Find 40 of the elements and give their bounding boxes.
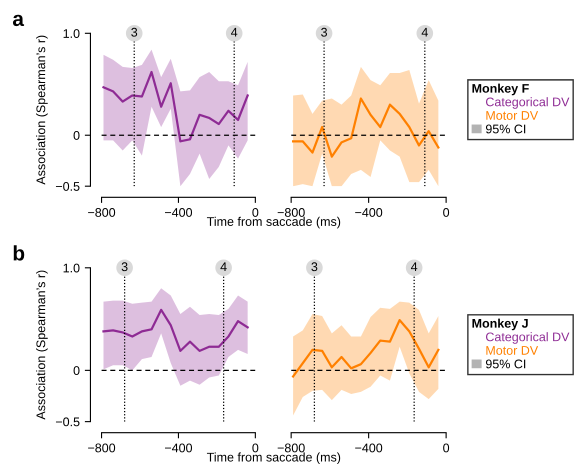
annotation: 4: [410, 262, 418, 272]
x-tick-label: −800: [88, 443, 116, 452]
text: 95% CI: [486, 360, 526, 368]
y-tick-label: 0: [74, 131, 80, 140]
annotation: 4: [231, 28, 238, 37]
x-axis-title: Time from saccade (ms): [206, 452, 340, 464]
x-tick-label: −400: [164, 443, 192, 452]
annotation: 3: [321, 28, 328, 37]
y-tick-label: 1.0: [64, 29, 80, 38]
y-tick-label: −0.5: [56, 182, 80, 191]
annotation: 4: [220, 262, 227, 272]
x-tick-label: 0: [443, 443, 450, 452]
chart-title: b: [14, 245, 24, 261]
text: Categorical DV: [486, 97, 570, 109]
annotation: 3: [122, 262, 128, 272]
annotation: 3: [131, 28, 138, 37]
chart-title: a: [12, 14, 24, 26]
x-tick-label: −400: [355, 443, 382, 452]
y-tick-label: −0.5: [56, 417, 80, 426]
x-tick-label: −400: [355, 208, 382, 217]
y-tick-label: 1.0: [64, 264, 80, 272]
x-axis-title: Time from saccade (ms): [206, 216, 340, 228]
y-axis-title: Association (Spearman’s r): [36, 36, 48, 185]
text: Motor DV: [486, 346, 538, 355]
text: Motor DV: [486, 111, 538, 120]
text: Categorical DV: [486, 332, 570, 344]
x-tick-label: 0: [252, 443, 258, 452]
y-tick-label: 0: [74, 366, 80, 376]
annotation: 3: [311, 262, 318, 272]
text: 95% CI: [486, 124, 526, 134]
legend-title: Monkey J: [472, 318, 528, 330]
x-tick-label: −800: [278, 208, 305, 217]
y-axis-title: Association (Spearman’s r): [36, 270, 48, 420]
annotation: 4: [422, 28, 428, 37]
x-tick-label: 0: [443, 208, 450, 217]
x-tick-label: 0: [252, 208, 258, 217]
x-tick-label: −800: [88, 208, 116, 217]
x-tick-label: −400: [164, 208, 192, 217]
legend-title: Monkey F: [472, 84, 529, 96]
x-tick-label: −800: [278, 443, 305, 452]
